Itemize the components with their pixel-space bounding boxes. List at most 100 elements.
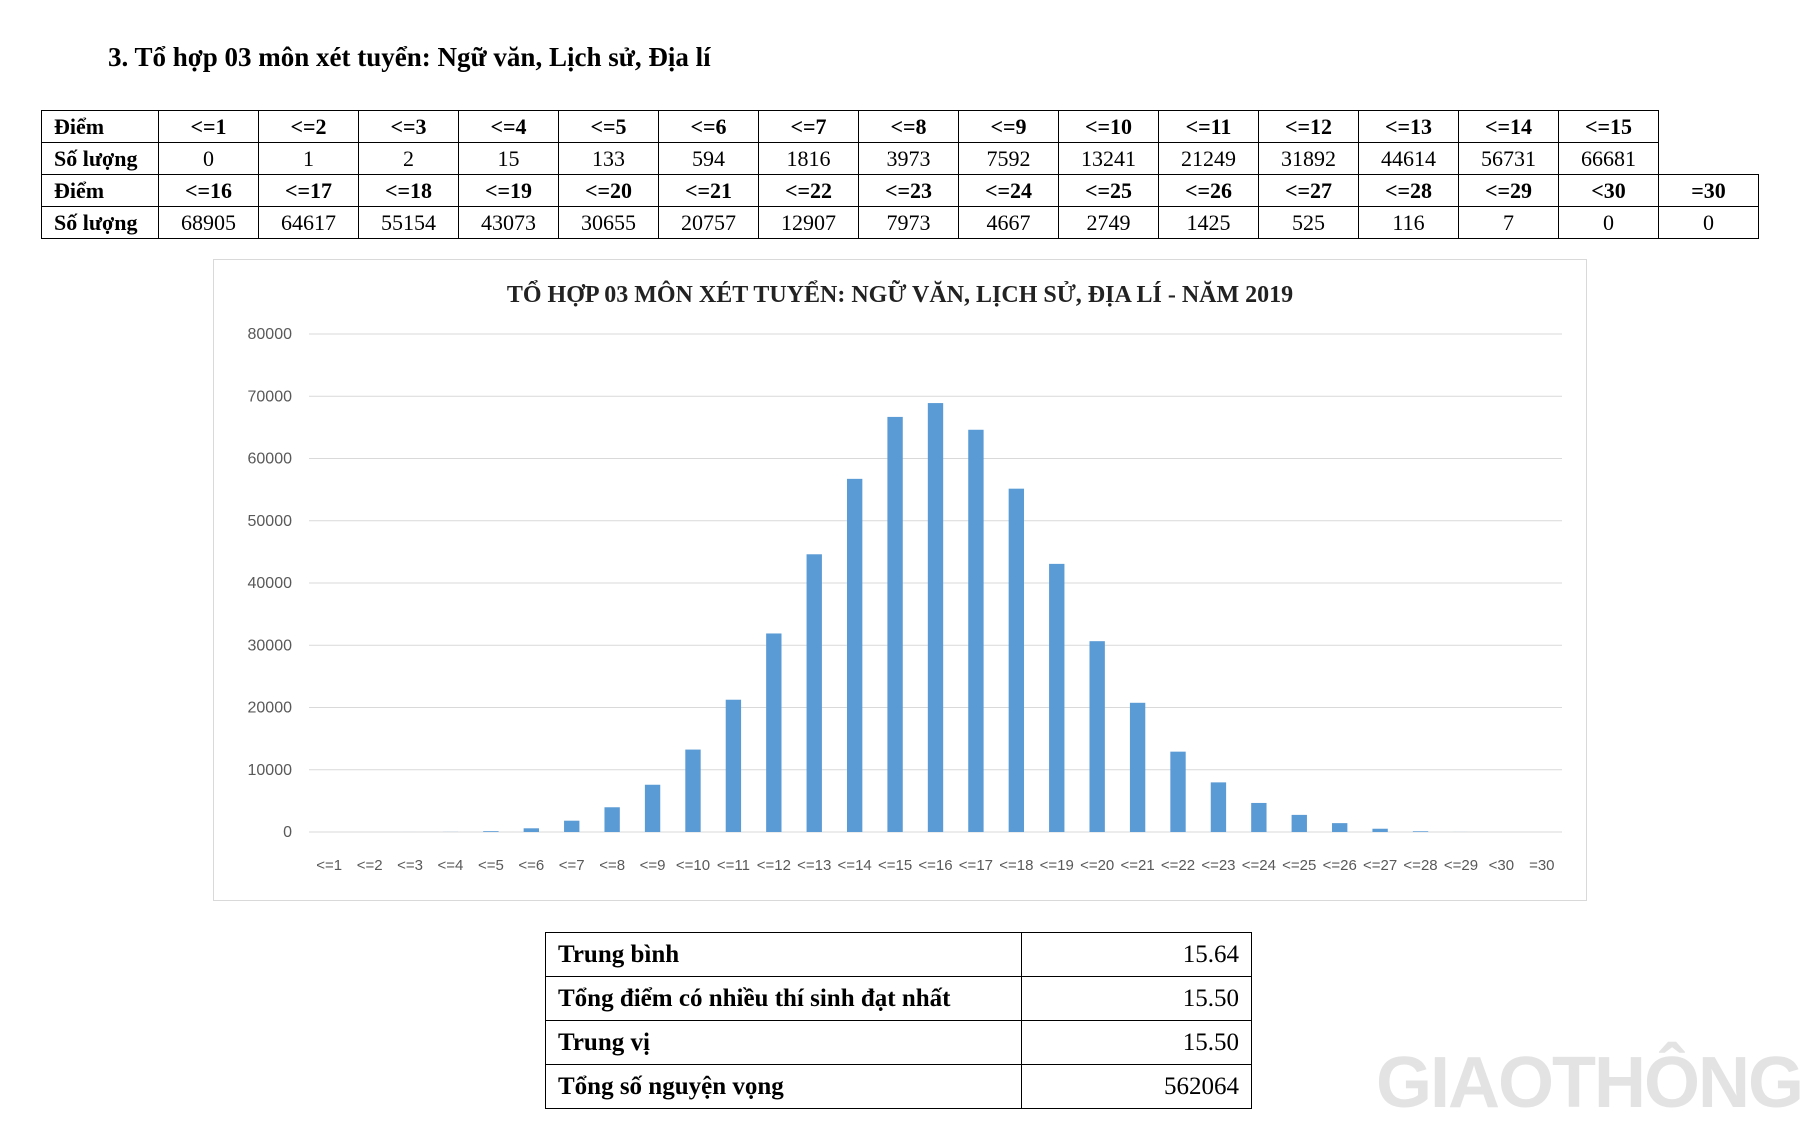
count-cell: 66681 <box>1558 142 1659 175</box>
bar <box>1251 802 1267 832</box>
score-cell: <=4 <box>458 110 559 143</box>
stat-label: Trung bình <box>545 932 1022 977</box>
x-tick-label: <=6 <box>518 857 544 874</box>
stat-label: Trung vị <box>545 1020 1022 1065</box>
bar <box>766 633 782 832</box>
bar <box>685 749 701 832</box>
bar <box>483 831 499 832</box>
stat-value: 15.64 <box>1021 932 1252 977</box>
count-cell: 1816 <box>758 142 859 175</box>
x-tick-label: =30 <box>1529 857 1554 874</box>
table-row-scores-1: Điểm <=1 <=2 <=3 <=4 <=5 <=6 <=7 <=8 <=9… <box>41 110 1759 143</box>
score-cell: <=15 <box>1558 110 1659 143</box>
x-tick-label: <=24 <box>1242 857 1276 874</box>
score-cell: <=2 <box>258 110 359 143</box>
x-tick-label: <=14 <box>838 857 872 874</box>
y-axis-ticks: 0 10000 20000 30000 40000 50000 60000 70000 8000… <box>248 326 293 841</box>
bar <box>1089 641 1105 832</box>
count-cell: 2 <box>358 142 459 175</box>
bar <box>1412 831 1429 832</box>
x-tick-label: <=17 <box>959 857 993 874</box>
stats-row-mean: Trung bình 15.64 <box>545 932 1252 977</box>
count-cell: 0 <box>1658 206 1759 239</box>
x-tick-label: <=21 <box>1120 857 1154 874</box>
score-cell: <=8 <box>858 110 959 143</box>
bars <box>361 403 1469 832</box>
count-cell: 116 <box>1358 206 1459 239</box>
count-cell: 30655 <box>558 206 659 239</box>
score-cell: <=3 <box>358 110 459 143</box>
stats-row-total: Tổng số nguyện vọng 562064 <box>545 1064 1252 1109</box>
count-cell: 1425 <box>1158 206 1259 239</box>
table-row-counts-2: Số lượng 68905 64617 55154 43073 30655 2… <box>41 206 1759 239</box>
count-cell: 56731 <box>1458 142 1559 175</box>
score-cell: =30 <box>1658 174 1759 207</box>
count-cell: 43073 <box>458 206 559 239</box>
bar <box>887 416 903 832</box>
x-tick-label: <=15 <box>878 857 912 874</box>
count-cell: 0 <box>1558 206 1659 239</box>
score-cell: <=20 <box>558 174 659 207</box>
bar <box>604 807 620 832</box>
bar <box>725 699 742 832</box>
x-axis-ticks: <=1 <=2 <=3 <=4 <=5 <=6 <=7 <=8 <=9 <=10 <=11 <=12 <… <box>316 857 1554 874</box>
score-cell: <=5 <box>558 110 659 143</box>
score-cell: <=29 <box>1458 174 1559 207</box>
watermark-logo: GIAOTHÔNG <box>1376 1043 1804 1123</box>
stats-row-median: Trung vị 15.50 <box>545 1020 1252 1065</box>
bar <box>1332 823 1348 832</box>
table-row-scores-2: Điểm <=16 <=17 <=18 <=19 <=20 <=21 <=22 … <box>41 174 1759 207</box>
score-cell: <=27 <box>1258 174 1359 207</box>
count-cell: 15 <box>458 142 559 175</box>
score-cell: <=19 <box>458 174 559 207</box>
bar <box>523 828 539 832</box>
stat-value: 562064 <box>1021 1064 1252 1109</box>
chart-title: TỔ HỢP 03 MÔN XÉT TUYỂN: NGỮ VĂN, LỊCH S… <box>507 281 1293 308</box>
y-tick-label: 60000 <box>248 451 293 468</box>
x-tick-label: <=8 <box>599 857 625 874</box>
score-cell: <=22 <box>758 174 859 207</box>
x-tick-label: <=23 <box>1201 857 1235 874</box>
score-distribution-table: Điểm <=1 <=2 <=3 <=4 <=5 <=6 <=7 <=8 <=9… <box>41 110 1759 239</box>
x-tick-label: <=19 <box>1040 857 1074 874</box>
score-cell: <=9 <box>958 110 1059 143</box>
bar <box>644 784 661 832</box>
row-label-score: Điểm <box>41 110 159 143</box>
page-heading: 3. Tổ hợp 03 môn xét tuyển: Ngữ văn, Lịc… <box>108 42 711 72</box>
empty-cell <box>1659 111 1759 143</box>
count-cell: 525 <box>1258 206 1359 239</box>
x-tick-label: <=20 <box>1080 857 1114 874</box>
count-cell: 0 <box>158 142 259 175</box>
x-tick-label: <=26 <box>1323 857 1357 874</box>
score-cell: <=10 <box>1058 110 1159 143</box>
score-cell: <=21 <box>658 174 759 207</box>
count-cell: 7592 <box>958 142 1059 175</box>
x-tick-label: <=12 <box>757 857 791 874</box>
count-cell: 20757 <box>658 206 759 239</box>
y-tick-label: 50000 <box>248 513 293 530</box>
bar <box>968 429 984 832</box>
count-cell: 55154 <box>358 206 459 239</box>
stat-value: 15.50 <box>1021 976 1252 1021</box>
x-tick-label: <=7 <box>559 857 585 874</box>
bar <box>806 554 822 832</box>
bar <box>1291 814 1307 832</box>
count-cell: 7 <box>1458 206 1559 239</box>
bar <box>1210 782 1227 832</box>
empty-cell <box>1659 143 1759 175</box>
bar-chart-svg: TỔ HỢP 03 MÔN XÉT TUYỂN: NGỮ VĂN, LỊCH S… <box>248 281 1562 874</box>
x-tick-label: <=9 <box>640 857 666 874</box>
x-tick-label: <=13 <box>797 857 831 874</box>
stat-label: Tổng số nguyện vọng <box>545 1064 1022 1109</box>
bar <box>846 478 863 832</box>
summary-stats-table: Trung bình 15.64 Tổng điểm có nhiều thí … <box>545 932 1252 1109</box>
x-tick-label: <=2 <box>357 857 383 874</box>
score-cell: <=24 <box>958 174 1059 207</box>
score-cell: <=1 <box>158 110 259 143</box>
x-tick-label: <=4 <box>438 857 464 874</box>
count-cell: 1 <box>258 142 359 175</box>
score-cell: <=23 <box>858 174 959 207</box>
count-cell: 31892 <box>1258 142 1359 175</box>
y-tick-label: 10000 <box>248 762 293 779</box>
count-cell: 13241 <box>1058 142 1159 175</box>
